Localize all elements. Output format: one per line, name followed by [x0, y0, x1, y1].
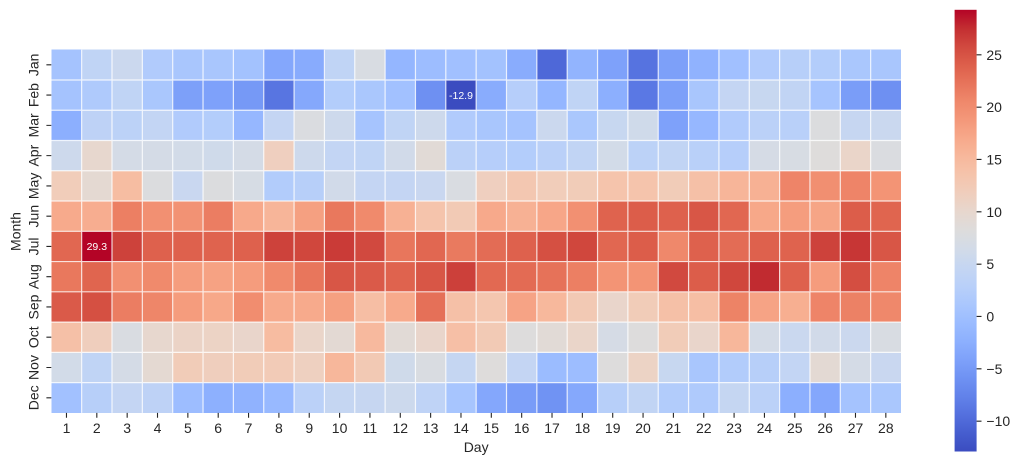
- svg-text:Jul: Jul: [26, 237, 42, 255]
- svg-text:4: 4: [154, 420, 162, 436]
- svg-text:22: 22: [696, 420, 712, 436]
- svg-text:26: 26: [817, 420, 833, 436]
- svg-text:20: 20: [635, 420, 651, 436]
- svg-text:1: 1: [63, 420, 71, 436]
- svg-text:Aug: Aug: [26, 264, 42, 289]
- svg-text:13: 13: [423, 420, 439, 436]
- svg-text:23: 23: [726, 420, 742, 436]
- svg-text:Sep: Sep: [26, 294, 42, 319]
- svg-text:Mar: Mar: [26, 113, 42, 137]
- svg-text:6: 6: [214, 420, 222, 436]
- svg-text:7: 7: [245, 420, 253, 436]
- svg-text:−10: −10: [986, 413, 1010, 429]
- svg-text:25: 25: [986, 47, 1002, 63]
- svg-text:16: 16: [514, 420, 530, 436]
- svg-text:10: 10: [332, 420, 348, 436]
- svg-text:10: 10: [986, 204, 1002, 220]
- svg-text:17: 17: [544, 420, 560, 436]
- svg-text:Jan: Jan: [26, 54, 42, 77]
- svg-text:5: 5: [184, 420, 192, 436]
- svg-text:Nov: Nov: [26, 355, 42, 380]
- svg-text:18: 18: [575, 420, 591, 436]
- svg-text:8: 8: [275, 420, 283, 436]
- svg-text:Dec: Dec: [26, 385, 42, 410]
- svg-text:0: 0: [986, 308, 994, 324]
- svg-text:21: 21: [666, 420, 682, 436]
- svg-text:19: 19: [605, 420, 621, 436]
- svg-text:29.3: 29.3: [87, 241, 108, 253]
- svg-text:12: 12: [392, 420, 408, 436]
- svg-text:Day: Day: [464, 439, 489, 455]
- svg-text:Feb: Feb: [26, 83, 42, 107]
- svg-text:9: 9: [305, 420, 313, 436]
- svg-text:15: 15: [484, 420, 500, 436]
- svg-text:Month: Month: [8, 212, 24, 251]
- svg-text:-12.9: -12.9: [449, 90, 473, 102]
- svg-text:15: 15: [986, 151, 1002, 167]
- svg-text:25: 25: [787, 420, 803, 436]
- svg-text:5: 5: [986, 256, 994, 272]
- svg-text:May: May: [26, 173, 42, 199]
- svg-text:Jun: Jun: [26, 205, 42, 228]
- svg-text:20: 20: [986, 99, 1002, 115]
- svg-text:28: 28: [878, 420, 894, 436]
- svg-text:14: 14: [453, 420, 469, 436]
- svg-text:11: 11: [363, 420, 378, 436]
- svg-text:3: 3: [123, 420, 131, 436]
- svg-text:27: 27: [848, 420, 864, 436]
- svg-text:2: 2: [93, 420, 101, 436]
- svg-text:24: 24: [757, 420, 773, 436]
- svg-text:Oct: Oct: [26, 326, 42, 348]
- svg-text:Apr: Apr: [26, 144, 42, 166]
- svg-text:−5: −5: [986, 361, 1002, 377]
